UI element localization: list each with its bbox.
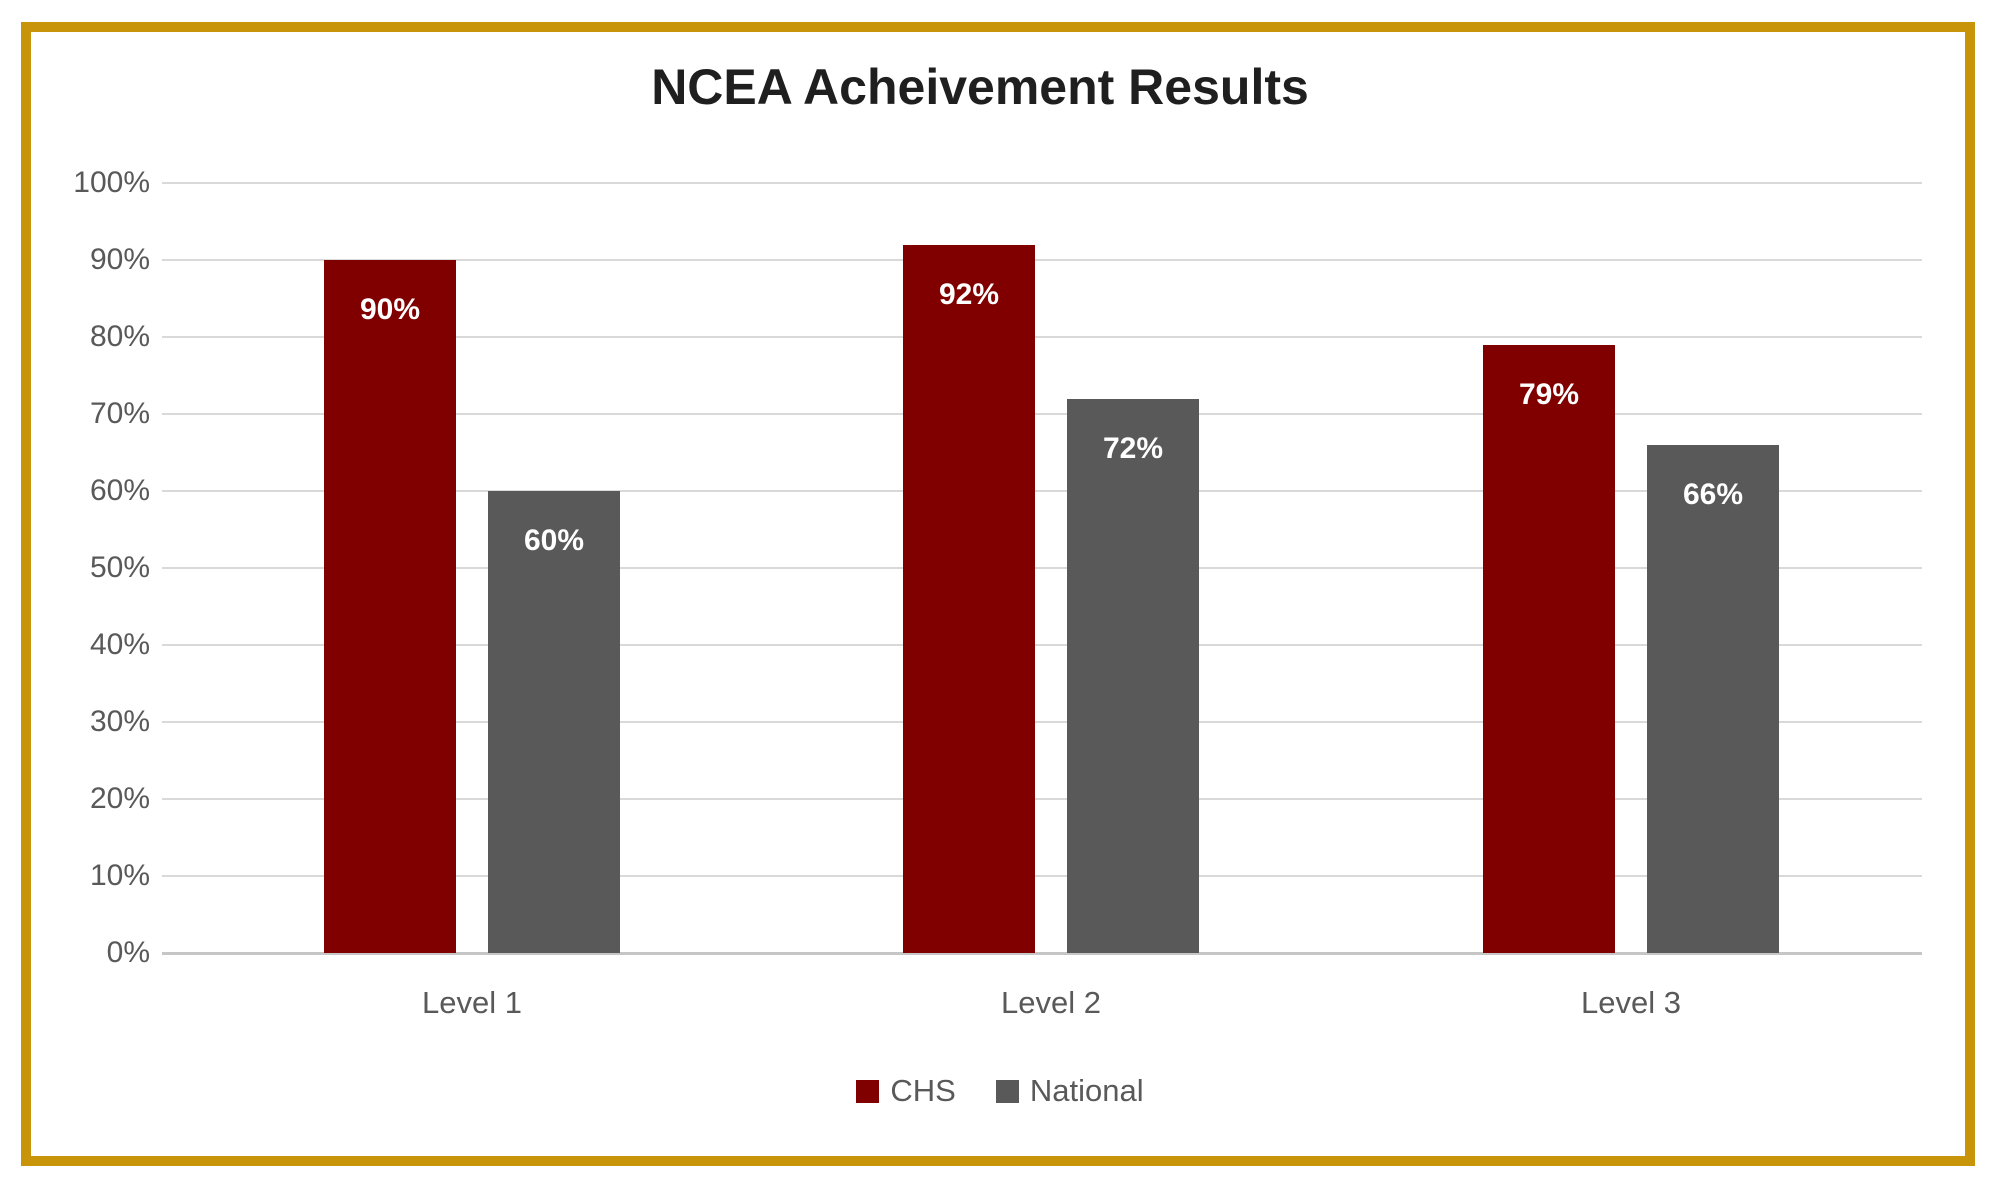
plot-area: 90% 60% 92% 72% 79% 66% [162,182,1922,955]
gridline [162,721,1922,723]
gridline [162,336,1922,338]
legend-item-chs: CHS [856,1073,956,1108]
bar-data-label: 92% [938,277,1000,311]
gridline [162,182,1922,184]
bar-national-level-3: 66% [1647,444,1779,953]
bar-data-label: 72% [1102,431,1164,465]
x-category-label: Level 2 [1001,985,1101,1020]
gridline [162,644,1922,646]
gridline [162,259,1922,261]
y-tick-label: 90% [89,243,150,276]
y-tick-label: 50% [89,551,150,584]
y-tick-label: 70% [89,397,150,430]
legend-label: National [1029,1073,1144,1108]
y-tick-label: 30% [89,705,150,738]
legend-swatch-icon [856,1079,880,1103]
legend-label: CHS [890,1073,956,1108]
y-tick-label: 60% [89,474,150,507]
gridline [162,798,1922,800]
y-tick-label: 100% [73,166,150,199]
gridline [162,567,1922,569]
x-category-label: Level 1 [422,985,522,1020]
y-tick-label: 0% [106,936,150,969]
gridline [162,490,1922,492]
bar-data-label: 66% [1682,477,1744,511]
bar-data-label: 79% [1518,377,1580,411]
bar-chs-level-2: 92% [903,244,1035,953]
gridline [162,875,1922,877]
y-tick-label: 10% [89,859,150,892]
y-tick-label: 40% [89,628,150,661]
y-tick-label: 20% [89,782,150,815]
x-category-label: Level 3 [1581,985,1681,1020]
bar-data-label: 90% [359,293,421,326]
bar-chs-level-3: 79% [1483,344,1615,953]
bar-chs-level-1: 90% [324,260,456,953]
bar-national-level-2: 72% [1067,398,1199,953]
chart-legend: CHS National [0,1074,2000,1108]
legend-item-national: National [995,1073,1144,1108]
chart-title: NCEA Acheivement Results [651,59,1309,115]
gridline [162,413,1922,415]
bar-national-level-1: 60% [488,491,620,953]
y-tick-label: 80% [89,320,150,353]
bar-data-label: 60% [523,524,585,557]
legend-swatch-icon [995,1079,1019,1103]
x-axis-line [162,952,1922,955]
